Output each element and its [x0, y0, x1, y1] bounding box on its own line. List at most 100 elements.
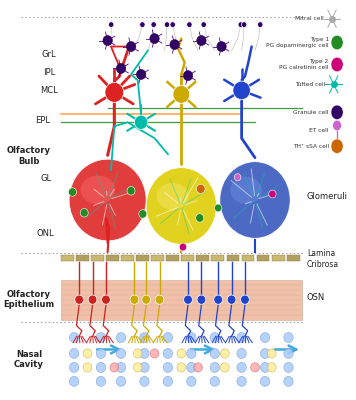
Ellipse shape	[170, 22, 176, 28]
Ellipse shape	[187, 376, 196, 386]
Ellipse shape	[201, 22, 206, 28]
Ellipse shape	[241, 22, 247, 28]
Ellipse shape	[83, 349, 92, 358]
Ellipse shape	[69, 348, 79, 358]
Ellipse shape	[284, 332, 293, 342]
Bar	[76, 255, 89, 261]
Ellipse shape	[237, 362, 246, 372]
Ellipse shape	[194, 363, 203, 372]
Ellipse shape	[146, 168, 216, 244]
Ellipse shape	[116, 376, 126, 386]
Ellipse shape	[69, 376, 79, 386]
Ellipse shape	[105, 82, 124, 102]
Ellipse shape	[81, 176, 115, 204]
Text: Type 2
PG calretinin cell: Type 2 PG calretinin cell	[279, 59, 329, 70]
Bar	[211, 255, 224, 261]
Text: Lamina
Cribrosa: Lamina Cribrosa	[307, 249, 339, 269]
Ellipse shape	[136, 70, 146, 80]
Bar	[166, 255, 179, 261]
Ellipse shape	[150, 349, 159, 358]
Ellipse shape	[234, 174, 241, 181]
Ellipse shape	[238, 22, 244, 28]
Ellipse shape	[109, 22, 114, 28]
Ellipse shape	[96, 362, 106, 372]
Bar	[121, 255, 134, 261]
Ellipse shape	[177, 363, 186, 372]
Bar	[226, 255, 239, 261]
Ellipse shape	[88, 295, 97, 304]
Ellipse shape	[68, 188, 77, 196]
Ellipse shape	[260, 348, 270, 358]
Ellipse shape	[116, 64, 126, 74]
Ellipse shape	[157, 183, 188, 210]
Ellipse shape	[75, 295, 84, 304]
Ellipse shape	[173, 86, 190, 103]
Bar	[242, 255, 255, 261]
Bar	[287, 255, 300, 261]
Ellipse shape	[163, 376, 173, 386]
Ellipse shape	[163, 348, 173, 358]
Ellipse shape	[197, 184, 205, 194]
Ellipse shape	[142, 295, 151, 304]
Ellipse shape	[103, 36, 112, 46]
Ellipse shape	[230, 177, 262, 204]
Ellipse shape	[69, 159, 146, 241]
Bar	[61, 280, 302, 320]
Ellipse shape	[237, 348, 246, 358]
Ellipse shape	[135, 115, 148, 129]
Ellipse shape	[196, 214, 204, 222]
Bar	[91, 255, 104, 261]
Text: Olfactory
Epithelium: Olfactory Epithelium	[3, 290, 54, 309]
Ellipse shape	[163, 332, 173, 342]
Bar	[272, 255, 284, 261]
Ellipse shape	[130, 295, 139, 304]
Ellipse shape	[127, 186, 135, 195]
Bar	[181, 255, 194, 261]
Ellipse shape	[140, 376, 149, 386]
Text: MCL: MCL	[40, 86, 58, 95]
Text: Olfactory
Bulb: Olfactory Bulb	[7, 146, 51, 166]
Circle shape	[331, 105, 343, 120]
Ellipse shape	[170, 40, 179, 50]
Ellipse shape	[284, 362, 293, 372]
Ellipse shape	[140, 348, 149, 358]
Text: TH⁺ sSA cell: TH⁺ sSA cell	[293, 144, 329, 149]
Ellipse shape	[217, 42, 226, 52]
Ellipse shape	[267, 349, 276, 358]
Ellipse shape	[197, 36, 206, 46]
Ellipse shape	[69, 332, 79, 342]
Text: GL: GL	[40, 174, 51, 182]
Ellipse shape	[116, 362, 126, 372]
Ellipse shape	[187, 332, 196, 342]
Ellipse shape	[116, 348, 126, 358]
Text: ET cell: ET cell	[309, 128, 329, 133]
Ellipse shape	[237, 332, 246, 342]
Text: Mitral cell: Mitral cell	[295, 16, 324, 21]
Ellipse shape	[187, 362, 196, 372]
Ellipse shape	[284, 348, 293, 358]
Ellipse shape	[251, 363, 260, 372]
Ellipse shape	[210, 348, 220, 358]
Ellipse shape	[163, 362, 173, 372]
Bar	[197, 255, 209, 261]
Text: Granule cell: Granule cell	[293, 110, 329, 115]
Bar	[61, 255, 74, 261]
Ellipse shape	[140, 332, 149, 342]
Ellipse shape	[284, 376, 293, 386]
Bar	[106, 255, 119, 261]
Ellipse shape	[214, 295, 222, 304]
Ellipse shape	[210, 332, 220, 342]
Ellipse shape	[220, 349, 229, 358]
Ellipse shape	[214, 204, 222, 212]
Circle shape	[333, 120, 341, 131]
Text: GrL: GrL	[42, 50, 56, 59]
Circle shape	[331, 35, 343, 50]
Ellipse shape	[126, 42, 136, 52]
Text: Nasal
Cavity: Nasal Cavity	[14, 350, 44, 369]
Ellipse shape	[187, 348, 196, 358]
Ellipse shape	[210, 376, 220, 386]
Ellipse shape	[96, 376, 106, 386]
Text: Type 1
PG dopaminergic cell: Type 1 PG dopaminergic cell	[266, 37, 329, 48]
Ellipse shape	[155, 295, 164, 304]
Ellipse shape	[164, 22, 170, 28]
